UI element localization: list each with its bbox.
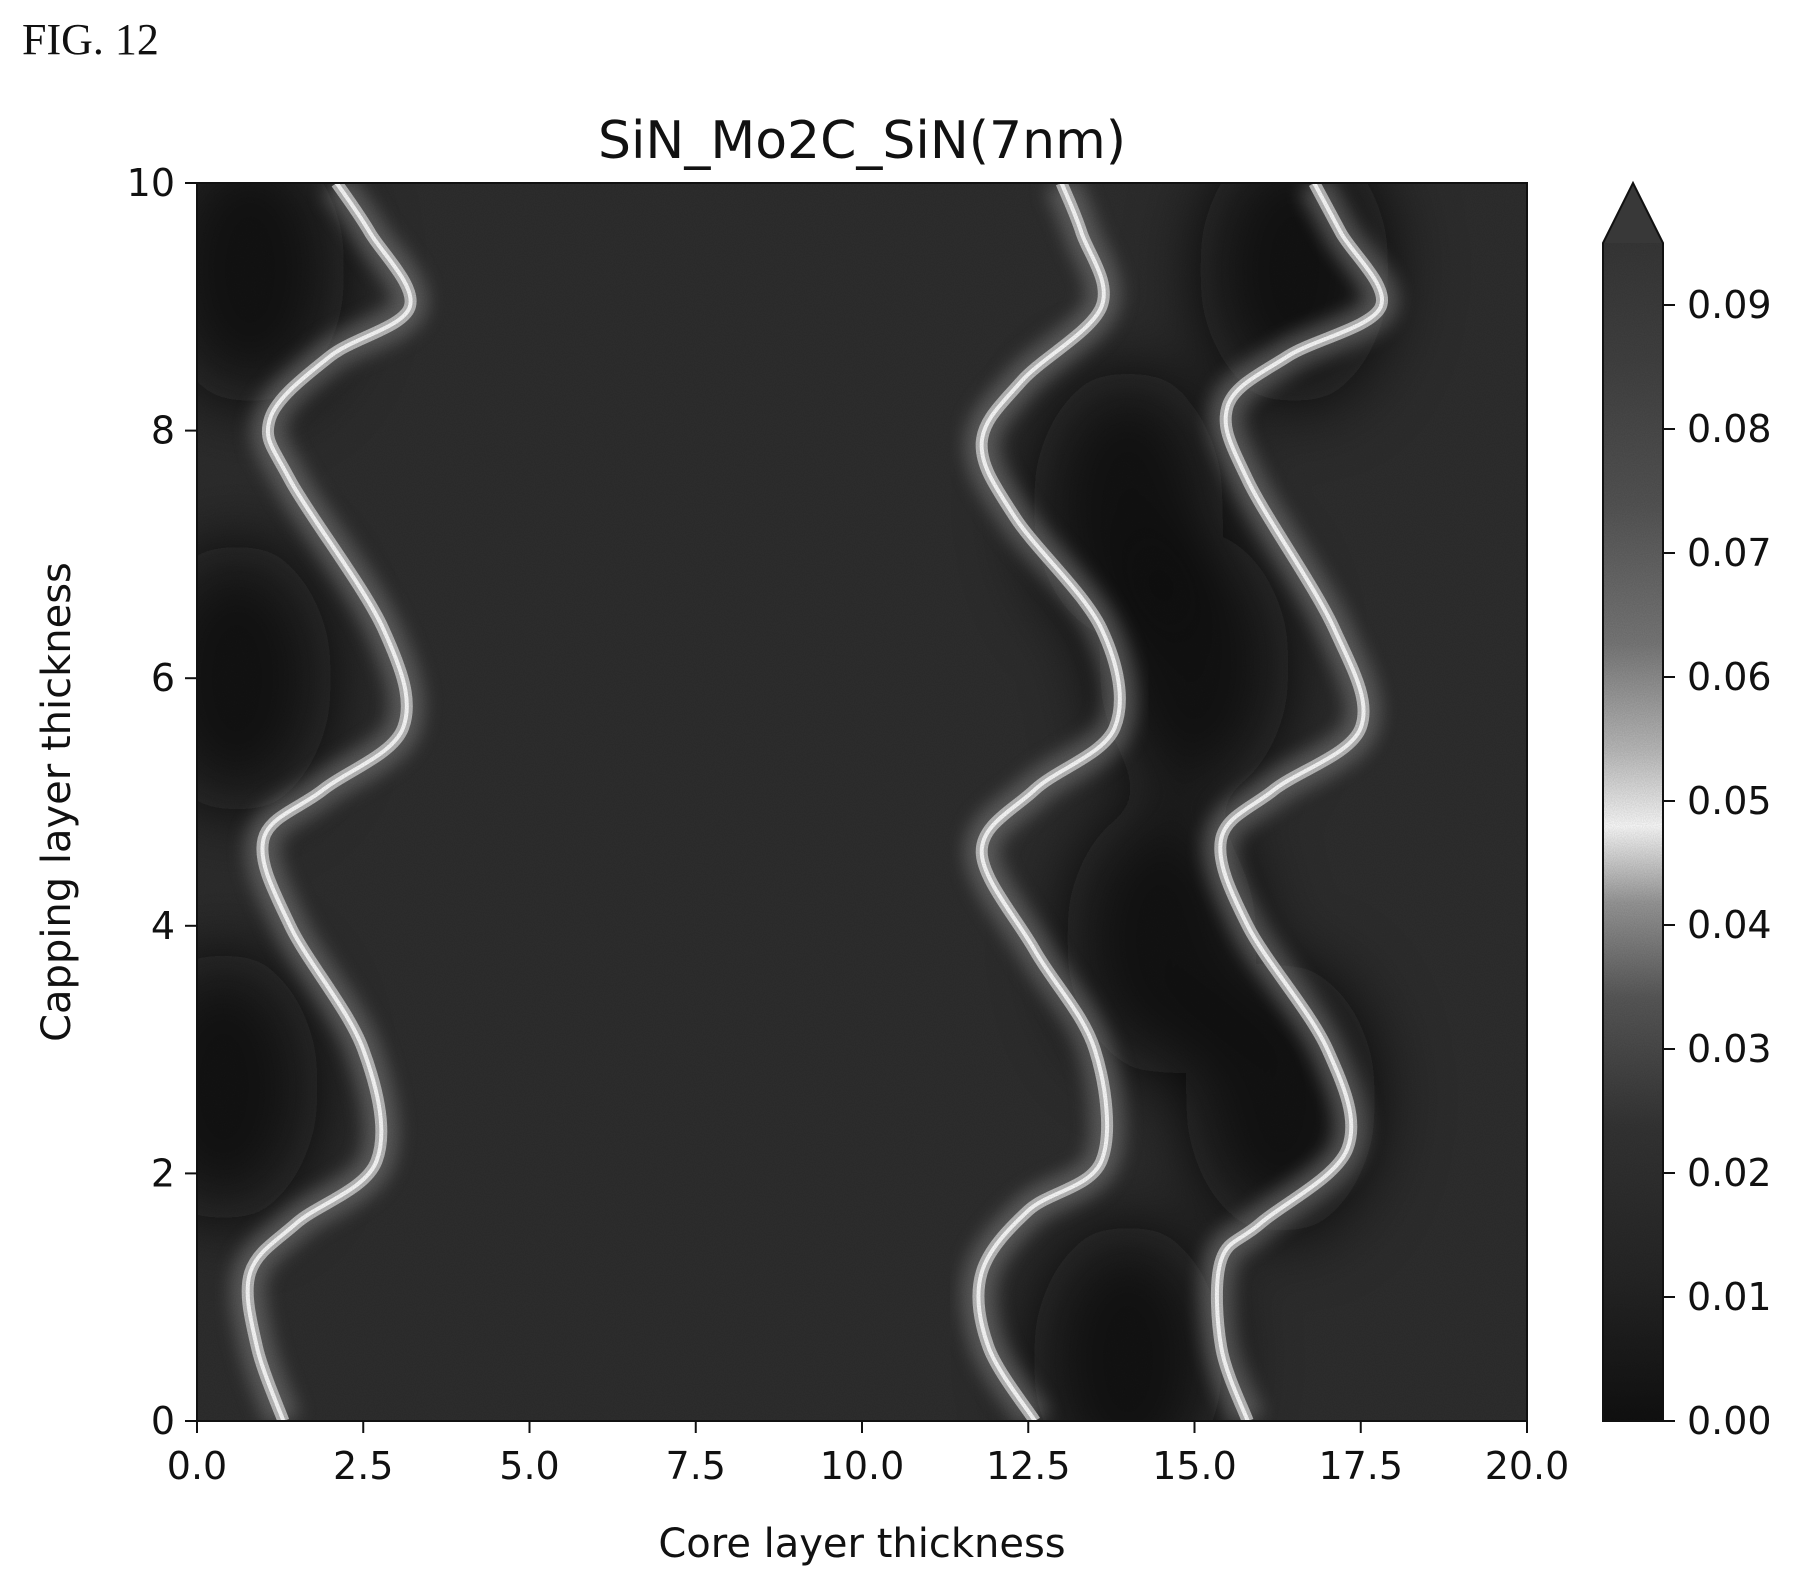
- colorbar: 0.00 0.01 0.02 0.03 0.04 0.05 0.06 0.07 0.08 0.09: [1602, 180, 1772, 1443]
- y-axis-label: Capping layer thickness: [34, 562, 80, 1042]
- y-tick-label: 0: [151, 1399, 175, 1443]
- x-tick-label: 10.0: [820, 1444, 905, 1488]
- colorbar-tick-label: 0.01: [1687, 1275, 1772, 1319]
- colorbar-tick-label: 0.02: [1687, 1151, 1772, 1195]
- colorbar-tick-label: 0.07: [1687, 531, 1772, 575]
- colorbar-frame: [1602, 180, 1664, 1422]
- colorbar-tick-label: 0.08: [1687, 407, 1772, 451]
- figure-label: FIG. 12: [22, 15, 159, 64]
- x-tick-label: 5.0: [499, 1444, 559, 1488]
- colorbar-tick-label: 0.04: [1687, 903, 1772, 947]
- x-tick-label: 15.0: [1152, 1444, 1237, 1488]
- x-tick-label: 0.0: [167, 1444, 227, 1488]
- colorbar-tick-label: 0.03: [1687, 1027, 1772, 1071]
- y-tick-label: 2: [151, 1151, 175, 1195]
- colorbar-tick-label: 0.05: [1687, 779, 1772, 823]
- x-axis-ticks: 0.0 2.5 5.0 7.5 10.0 12.5 15.0 17.5 20.0: [167, 1421, 1570, 1488]
- x-tick-label: 17.5: [1318, 1444, 1403, 1488]
- x-tick-label: 20.0: [1485, 1444, 1570, 1488]
- x-tick-label: 7.5: [666, 1444, 726, 1488]
- colorbar-tick-label: 0.09: [1687, 283, 1772, 327]
- y-tick-label: 4: [151, 904, 175, 948]
- y-tick-label: 8: [151, 409, 175, 453]
- colorbar-noise: [1603, 243, 1663, 1421]
- chart-title: SiN_Mo2C_SiN(7nm): [598, 111, 1126, 171]
- x-axis-label: Core layer thickness: [658, 1521, 1065, 1567]
- colorbar-tick-label: 0.00: [1687, 1399, 1772, 1443]
- colorbar-tick-label: 0.06: [1687, 655, 1772, 699]
- y-axis-ticks: 0 2 4 6 8 10: [127, 161, 197, 1443]
- colorbar-extend-arrow: [1603, 183, 1663, 243]
- x-tick-label: 12.5: [986, 1444, 1071, 1488]
- plot-area: [196, 182, 1528, 1422]
- y-tick-label: 10: [127, 161, 175, 205]
- x-tick-label: 2.5: [333, 1444, 393, 1488]
- y-tick-label: 6: [151, 656, 175, 700]
- colorbar-ticks: 0.00 0.01 0.02 0.03 0.04 0.05 0.06 0.07 0.08 0.09: [1663, 283, 1772, 1443]
- noise-texture: [197, 183, 1527, 1421]
